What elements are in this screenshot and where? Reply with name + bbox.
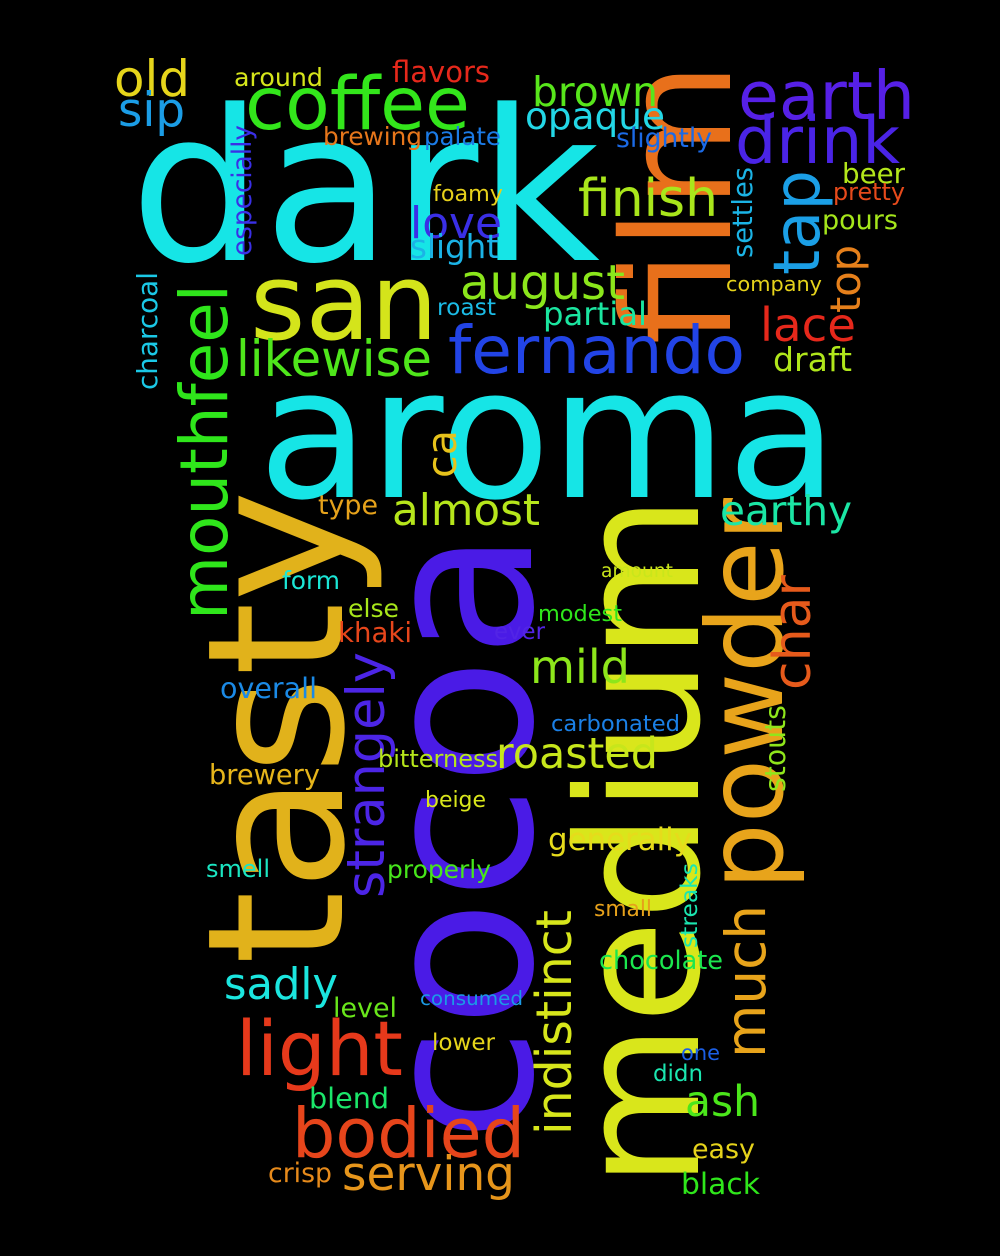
word-settles: settles (728, 167, 759, 258)
word-small: small (594, 897, 652, 923)
word-one: one (681, 1041, 720, 1066)
word-mouthfeel: mouthfeel (166, 284, 243, 620)
word-lower: lower (432, 1030, 495, 1057)
word-carbonated: carbonated (551, 711, 680, 738)
word-amount: amount (601, 560, 673, 582)
word-dark: dark (130, 65, 600, 311)
word-beer: beer (842, 156, 905, 190)
word-likewise: likewise (236, 330, 432, 389)
word-char: char (762, 575, 823, 690)
word-else: else (348, 593, 399, 623)
word-indistinct: indistinct (525, 910, 583, 1135)
word-finish: finish (578, 169, 718, 230)
word-light: light (236, 1005, 403, 1094)
word-crisp: crisp (268, 1157, 332, 1189)
word-drink: drink (735, 103, 900, 179)
word-sadly: sadly (224, 959, 338, 1010)
word-opaque: opaque (524, 93, 666, 138)
word-modest: modest (537, 601, 622, 628)
word-flavors: flavors (392, 55, 490, 90)
word-didn: didn (653, 1060, 703, 1087)
word-san: san (250, 241, 438, 366)
word-roasted: roasted (496, 728, 658, 779)
word-charcoal: charcoal (130, 272, 164, 390)
word-ca: ca (417, 429, 466, 478)
word-easy: easy (692, 1133, 755, 1165)
word-streaks: streaks (674, 863, 703, 948)
word-pours: pours (822, 205, 898, 237)
word-form: form (282, 566, 340, 596)
word-august: august (460, 255, 625, 312)
word-overall: overall (219, 670, 317, 705)
word-sip: sip (117, 83, 186, 138)
word-khaki: khaki (338, 615, 412, 649)
word-almost: almost (392, 485, 540, 537)
word-palate: palate (424, 122, 501, 152)
word-slight: slight (410, 228, 499, 267)
word-powder: powder (683, 498, 807, 890)
word-top: top (821, 244, 870, 313)
word-slightly: slightly (616, 123, 712, 155)
word-beige: beige (425, 788, 486, 814)
word-much: much (713, 905, 778, 1058)
word-company: company (726, 271, 822, 296)
word-consumed: consumed (419, 987, 523, 1011)
word-black: black (681, 1166, 760, 1202)
word-bodied: bodied (292, 1094, 525, 1174)
word-coffee: coffee (245, 62, 470, 148)
word-bitterness: bitterness (378, 745, 498, 774)
word-brown: brown (532, 67, 658, 116)
word-earth: earth (738, 57, 915, 136)
word-brewery: brewery (209, 760, 320, 792)
word-type: type (317, 490, 378, 522)
word-smell: smell (206, 854, 270, 883)
word-fernando: fernando (448, 311, 745, 389)
word-chocolate: chocolate (598, 945, 724, 976)
word-lace: lace (759, 299, 857, 354)
word-earthy: earthy (720, 486, 852, 535)
word-stouts: stouts (759, 705, 792, 792)
word-roast: roast (437, 293, 496, 322)
word-properly: properly (387, 855, 491, 885)
word-love: love (410, 198, 502, 250)
word-ever: ever (494, 619, 545, 646)
word-mild: mild (530, 639, 630, 694)
word-especially: especially (227, 125, 258, 256)
word-draft: draft (773, 339, 852, 379)
word-generally: generally (548, 822, 692, 859)
word-foamy: foamy (433, 181, 503, 208)
word-blend: blend (308, 1080, 389, 1115)
word-aroma: aroma (258, 329, 838, 541)
word-pretty: pretty (833, 178, 905, 207)
word-brewing: brewing (323, 122, 422, 152)
word-old: old (113, 50, 190, 109)
word-ash: ash (685, 1077, 760, 1127)
word-partial: partial (543, 294, 647, 333)
word-strangely: strangely (335, 652, 397, 898)
word-around: around (234, 62, 323, 92)
word-level: level (333, 992, 397, 1024)
word-serving: serving (342, 1146, 515, 1202)
